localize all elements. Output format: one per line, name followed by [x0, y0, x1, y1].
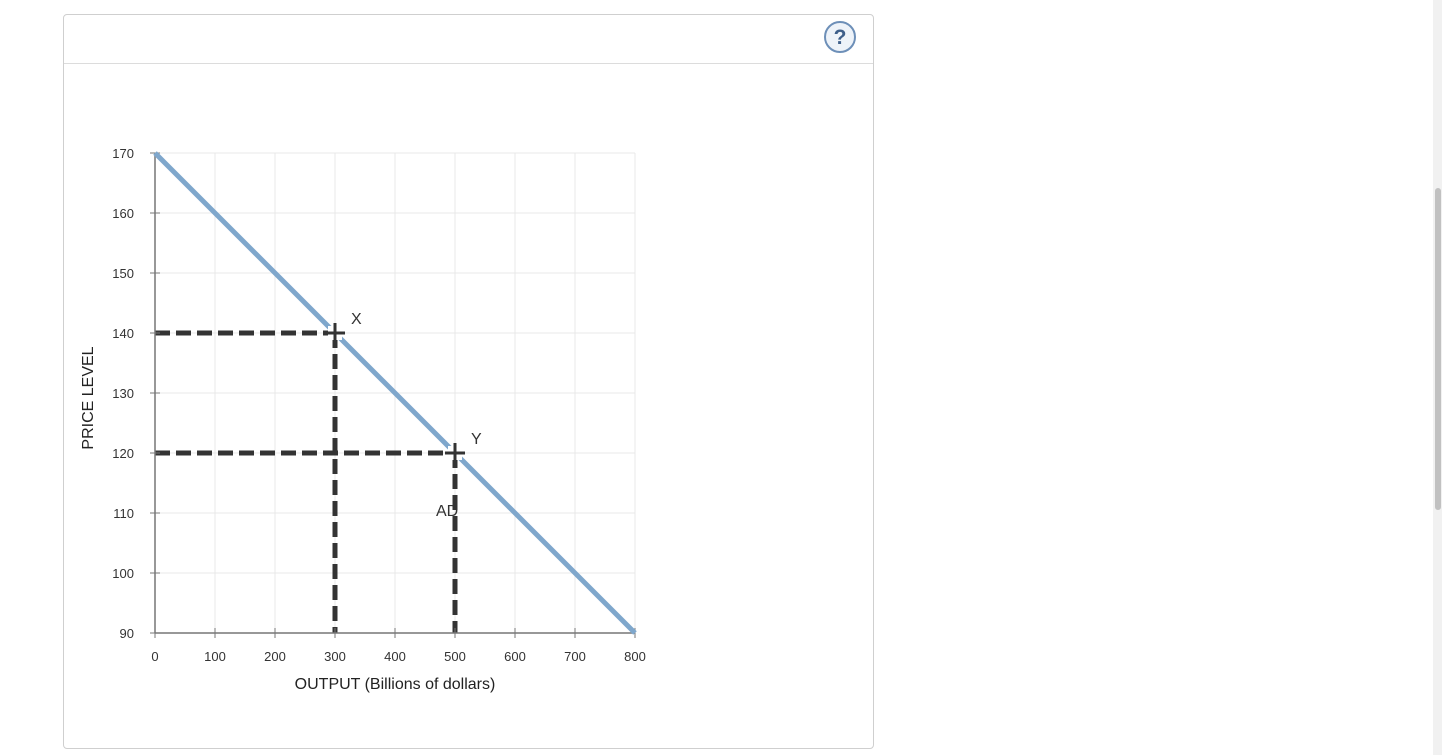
y-tick-label: 90 [120, 626, 134, 641]
y-tick-label: 160 [112, 206, 134, 221]
y-tick-label: 110 [113, 506, 134, 521]
y-tick-label: 130 [112, 386, 134, 401]
x-tick-label: 800 [624, 649, 646, 664]
curve-label: AD [436, 503, 458, 520]
y-tick-label: 140 [112, 326, 134, 341]
y-tick-label: 120 [112, 446, 134, 461]
point-label: X [351, 311, 362, 328]
x-tick-label: 700 [564, 649, 586, 664]
y-tick-label: 170 [112, 146, 134, 161]
x-axis-title: OUTPUT (Billions of dollars) [295, 676, 496, 693]
x-tick-label: 500 [444, 649, 466, 664]
x-tick-label: 400 [384, 649, 406, 664]
y-tick-label: 100 [112, 566, 134, 581]
points [325, 323, 465, 463]
guide-lines [155, 330, 458, 633]
x-tick-label: 100 [204, 649, 226, 664]
y-axis-title: PRICE LEVEL [80, 346, 97, 449]
x-tick-label: 0 [151, 649, 158, 664]
ad-curve [153, 151, 637, 635]
panel-header: ? [64, 15, 873, 64]
x-tick-label: 600 [504, 649, 526, 664]
labels: PRICE LEVEL OUTPUT (Billions of dollars)… [80, 311, 495, 693]
question-panel: ? [63, 14, 874, 749]
y-tick-label: 150 [112, 266, 134, 281]
scrollbar-thumb[interactable] [1435, 188, 1441, 510]
series [153, 151, 637, 635]
x-tick-label: 300 [324, 649, 346, 664]
x-tick-label: 200 [264, 649, 286, 664]
point-label: Y [471, 431, 482, 448]
help-button[interactable]: ? [824, 21, 856, 53]
axes: 0 100 200 300 400 500 600 700 800 90 100 110 120 130 1… [112, 146, 646, 664]
